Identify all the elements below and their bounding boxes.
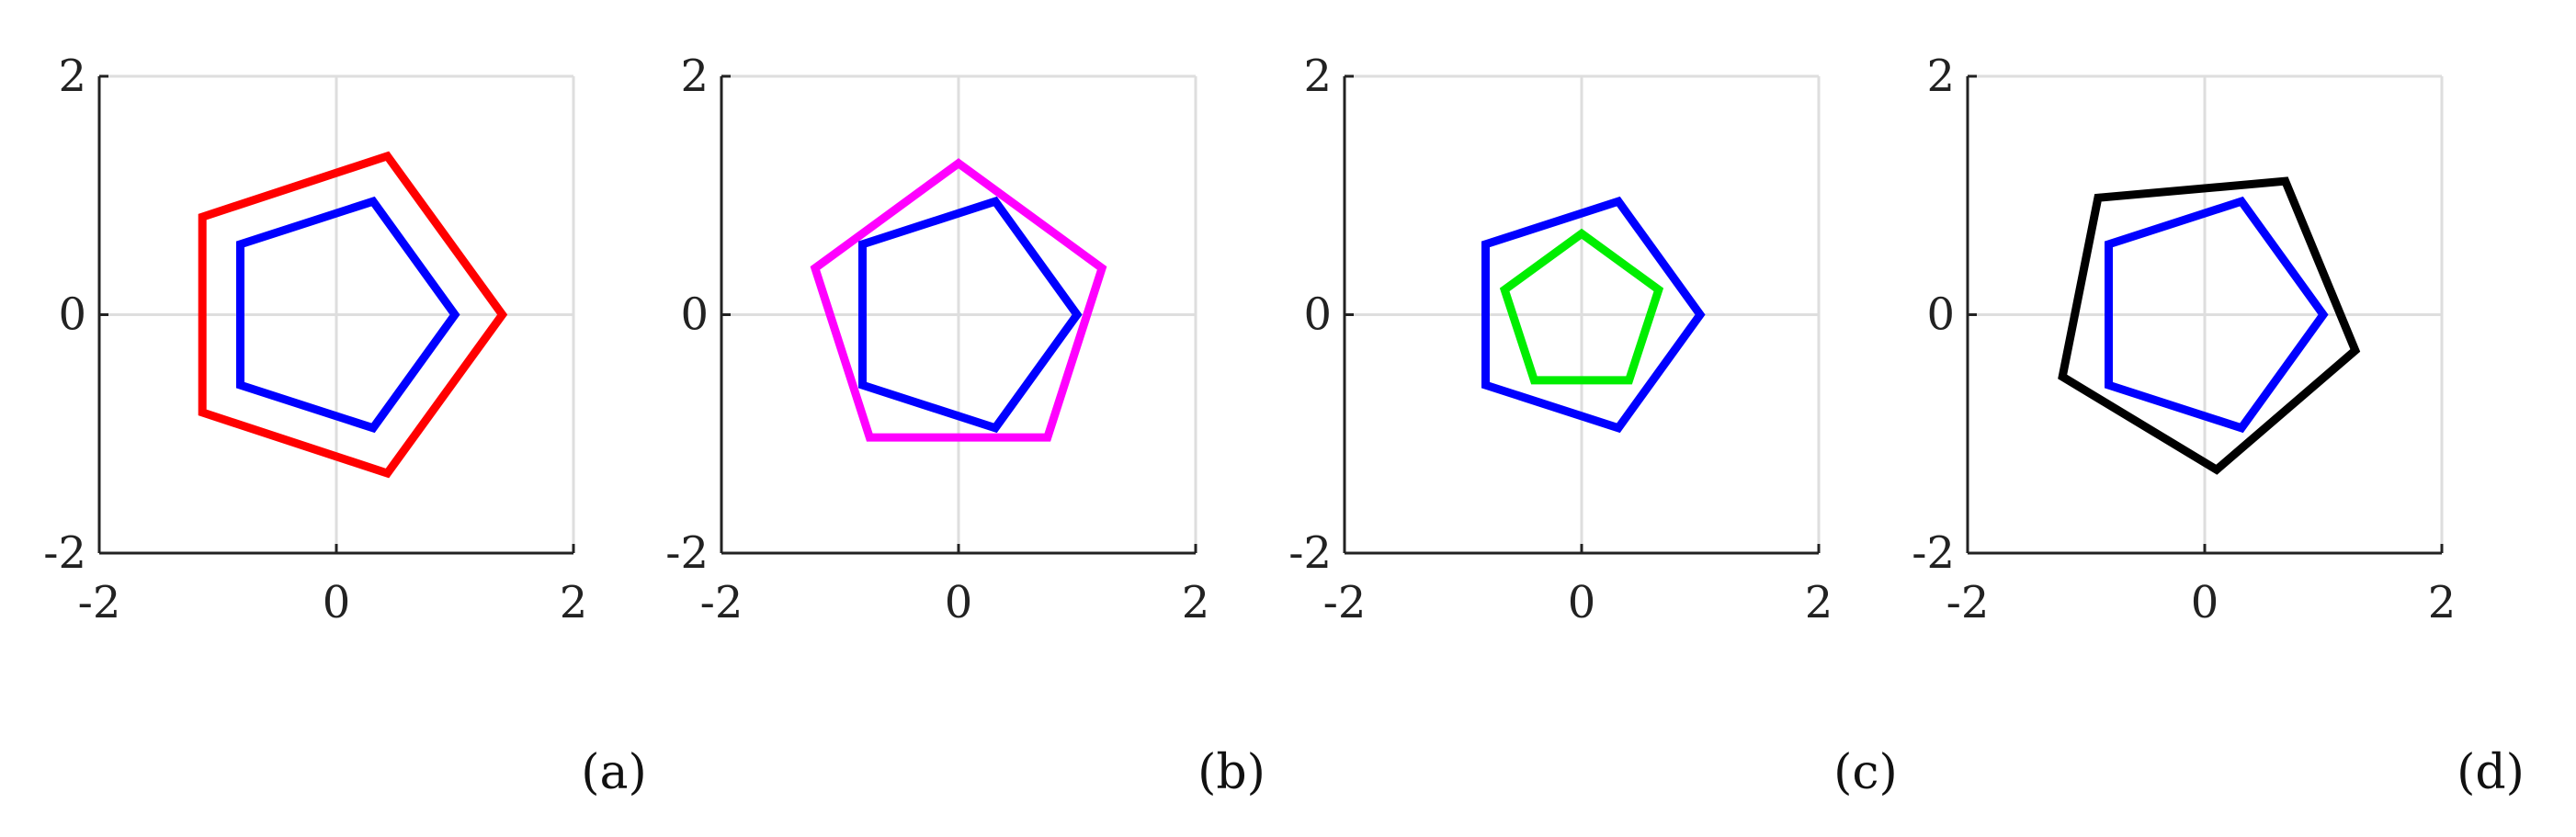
y-tick-label: 2 <box>680 51 709 102</box>
x-tick-label: -2 <box>700 577 743 628</box>
x-tick-label: 0 <box>945 577 973 628</box>
panel-label: (d) <box>2457 745 2525 800</box>
series-1-polygon <box>236 196 460 434</box>
series-1-polygon <box>2105 196 2329 434</box>
y-tick-label: 2 <box>1303 51 1332 102</box>
y-tick-label: 0 <box>1303 289 1332 341</box>
y-tick-label: 0 <box>58 289 86 341</box>
chart-panel-c: -2 0 2 -2 0 2 (c) <box>1288 51 1898 800</box>
chart-panel-d: -2 0 2 -2 0 2 (d) <box>1912 51 2525 800</box>
chart-panel-b: -2 0 2 -2 0 2 (b) <box>665 51 1265 800</box>
y-tick-label: 2 <box>1926 51 1955 102</box>
series-1-polygon <box>1481 196 1706 434</box>
series-0-polygon <box>2058 176 2361 475</box>
x-tick-label: -2 <box>1946 577 1990 628</box>
x-tick-label: -2 <box>78 577 121 628</box>
x-tick-label: 0 <box>2191 577 2219 628</box>
series-0-polygon <box>1499 228 1664 385</box>
y-tick-label: 0 <box>680 289 709 341</box>
x-tick-label: 2 <box>560 577 588 628</box>
panel-label: (b) <box>1197 745 1265 800</box>
panel-label: (a) <box>581 745 647 800</box>
series-0-polygon <box>198 151 508 479</box>
chart-panel-a: -2 0 2 -2 0 2 (a) <box>43 51 647 800</box>
series-0-polygon <box>810 158 1107 442</box>
x-tick-label: 2 <box>2428 577 2457 628</box>
y-tick-label: -2 <box>665 527 709 579</box>
x-tick-label: 2 <box>1182 577 1210 628</box>
series-1-polygon <box>858 196 1083 434</box>
x-tick-label: 2 <box>1805 577 1833 628</box>
y-tick-label: 2 <box>58 51 86 102</box>
x-tick-label: -2 <box>1323 577 1367 628</box>
y-tick-label: -2 <box>1288 527 1332 579</box>
y-tick-label: -2 <box>1912 527 1955 579</box>
x-tick-label: 0 <box>323 577 351 628</box>
x-tick-label: 0 <box>1568 577 1596 628</box>
y-tick-label: -2 <box>43 527 86 579</box>
y-tick-label: 0 <box>1926 289 1955 341</box>
panel-label: (c) <box>1833 745 1898 800</box>
